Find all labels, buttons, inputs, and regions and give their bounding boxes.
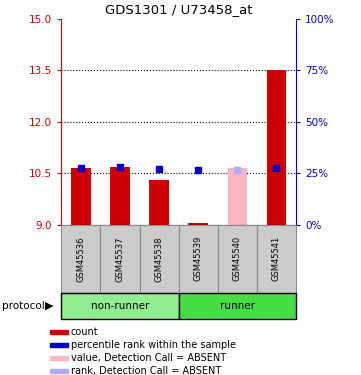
Text: GSM45537: GSM45537 [116, 236, 125, 282]
FancyBboxPatch shape [61, 292, 179, 319]
Text: ▶: ▶ [44, 301, 53, 310]
Bar [188, 223, 208, 225]
Title: GDS1301 / U73458_at: GDS1301 / U73458_at [105, 3, 252, 16]
Text: count: count [71, 327, 99, 337]
FancyBboxPatch shape [218, 225, 257, 292]
Text: percentile rank within the sample: percentile rank within the sample [71, 340, 236, 350]
Text: non-runner: non-runner [91, 301, 149, 310]
FancyBboxPatch shape [100, 225, 140, 292]
Bar [50, 343, 68, 347]
Bar [50, 330, 68, 334]
FancyBboxPatch shape [140, 225, 179, 292]
Bar [149, 180, 169, 225]
FancyBboxPatch shape [61, 225, 100, 292]
Text: protocol: protocol [2, 301, 44, 310]
FancyBboxPatch shape [179, 292, 296, 319]
Bar [50, 356, 68, 360]
Bar [50, 369, 68, 374]
Bar [267, 70, 286, 225]
Bar [110, 166, 130, 225]
Text: GSM45541: GSM45541 [272, 236, 281, 281]
Text: runner: runner [220, 301, 255, 310]
Text: GSM45538: GSM45538 [155, 236, 164, 282]
Text: GSM45539: GSM45539 [194, 236, 203, 281]
Text: GSM45540: GSM45540 [233, 236, 242, 281]
FancyBboxPatch shape [257, 225, 296, 292]
Bar [71, 168, 91, 225]
Text: value, Detection Call = ABSENT: value, Detection Call = ABSENT [71, 353, 226, 363]
Text: rank, Detection Call = ABSENT: rank, Detection Call = ABSENT [71, 366, 221, 375]
Text: GSM45536: GSM45536 [77, 236, 86, 282]
FancyBboxPatch shape [179, 225, 218, 292]
Bar [227, 168, 247, 225]
